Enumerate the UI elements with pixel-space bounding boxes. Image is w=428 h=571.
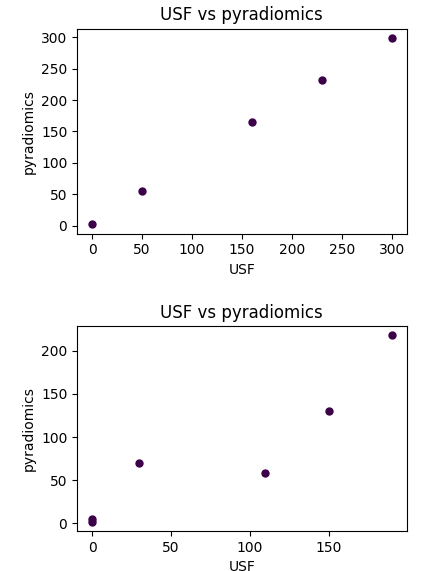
Title: USF vs pyradiomics: USF vs pyradiomics [160,6,323,24]
X-axis label: USF: USF [229,560,255,571]
Point [248,118,255,127]
Y-axis label: pyradiomics: pyradiomics [21,386,36,471]
Point [388,331,395,340]
Title: USF vs pyradiomics: USF vs pyradiomics [160,304,323,321]
X-axis label: USF: USF [229,263,255,277]
Point [139,187,146,196]
Point [388,33,395,42]
Y-axis label: pyradiomics: pyradiomics [21,89,36,174]
Point [89,517,95,526]
Point [325,407,332,416]
Point [89,514,95,524]
Point [136,459,143,468]
Point [318,75,325,85]
Point [262,469,269,478]
Point [89,220,95,229]
